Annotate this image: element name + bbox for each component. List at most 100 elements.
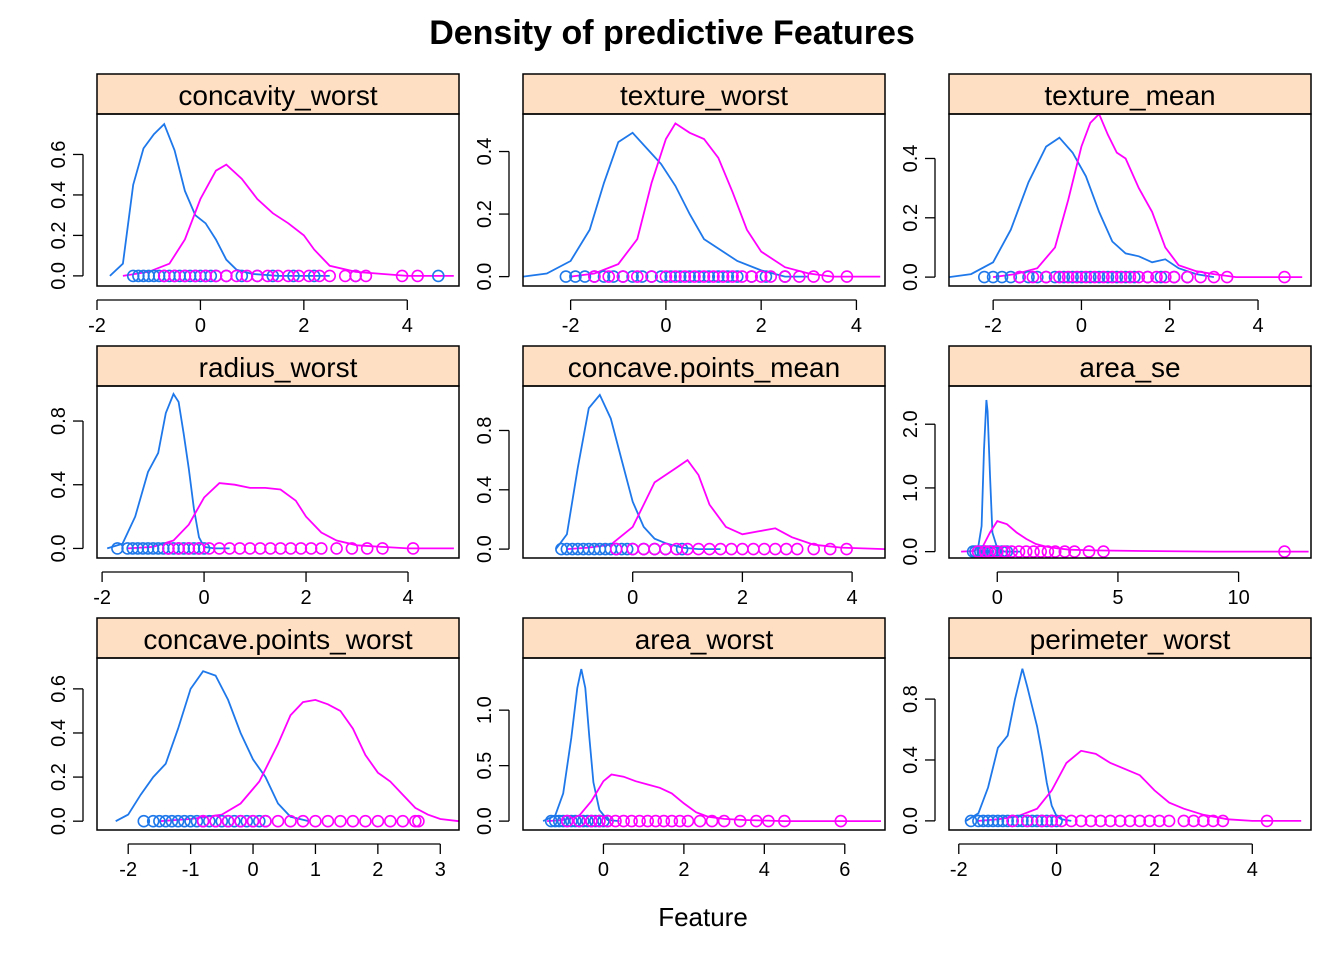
- panel-strip: [522, 345, 886, 387]
- rug-point-2: [376, 542, 389, 555]
- rug-point-2: [346, 814, 360, 828]
- rug-point-1: [190, 814, 204, 828]
- rug-point-2: [736, 542, 749, 556]
- rug-point-2: [560, 814, 574, 828]
- rug-point-2: [1167, 270, 1181, 284]
- panel-border: [948, 657, 1312, 831]
- rug-point-2: [1104, 814, 1117, 828]
- rug-point-2: [196, 814, 210, 828]
- rug-point-1: [654, 270, 668, 283]
- rug-point-1: [1040, 814, 1054, 828]
- rug-point-1: [431, 269, 445, 283]
- density-curve-1: [972, 399, 1022, 553]
- density-curve-2: [122, 163, 454, 277]
- rug-point-1: [1050, 814, 1063, 828]
- rug-point-1: [1004, 270, 1018, 284]
- rug-point-2: [645, 270, 658, 283]
- rug-point-1: [597, 270, 611, 283]
- rug-point-2: [284, 542, 298, 555]
- rug-point-2: [1082, 545, 1096, 558]
- rug-point-2: [360, 542, 374, 555]
- panel-concave-points-worst: concave.points_worst -2 -1 0 1 2 3 0.0 0.2 0.4 0.6: [48, 617, 460, 881]
- rug-point-2: [673, 814, 687, 828]
- rug-point-2: [202, 542, 216, 555]
- rug-point-1: [159, 814, 172, 828]
- density-curve-1: [106, 392, 230, 550]
- rug-point-2: [1260, 814, 1274, 828]
- panel-texture-mean: texture_mean -2 0 2 4 0.0 0.2 0.4: [900, 73, 1312, 337]
- x-tick-label: 0: [199, 587, 210, 609]
- rug-point-2: [411, 269, 424, 283]
- panel-concavity-worst: concavity_worst -2 0 2 4 0.0 0.2 0.4 0.6: [48, 73, 460, 337]
- rug-point-1: [165, 814, 179, 828]
- x-tick-label: 1: [310, 859, 321, 881]
- rug-point-2: [1048, 545, 1062, 558]
- rug-point-2: [1006, 814, 1019, 828]
- x-tick-label: 0: [992, 587, 1003, 609]
- rug-point-1: [235, 269, 249, 283]
- rug-point-2: [1123, 270, 1137, 284]
- density-curve-2: [127, 482, 454, 550]
- rug-point-1: [1101, 270, 1115, 284]
- rug-point-2: [678, 270, 692, 283]
- rug-point-2: [1187, 814, 1200, 828]
- rug-point-2: [209, 814, 222, 828]
- panel-title: texture_mean: [1044, 80, 1215, 111]
- rug-point-1: [559, 270, 573, 283]
- density-curve-2: [547, 773, 881, 822]
- rug-point-2: [823, 542, 837, 556]
- rug-point-2: [609, 814, 622, 828]
- panel-radius-worst: radius_worst -2 0 2 4 0.0 0.4 0.8: [48, 345, 460, 609]
- rug-point-2: [253, 542, 267, 555]
- rug-point-2: [669, 270, 682, 283]
- panel-grid: concavity_worst -2 0 2 4 0.0 0.2 0.4 0.6 texture_…: [48, 73, 1312, 881]
- rug-point-1: [266, 269, 280, 283]
- rug-point-2: [834, 814, 848, 828]
- rug-point-1: [1022, 270, 1035, 284]
- rug-point-2: [649, 814, 663, 828]
- panel-data: [542, 668, 881, 828]
- rug-point-2: [625, 814, 638, 828]
- rug-point-1: [991, 814, 1005, 828]
- x-tick-label: 0: [247, 859, 258, 881]
- rug-point-1: [1092, 270, 1106, 284]
- panel-data: [555, 393, 885, 556]
- x-tick-label: 3: [435, 859, 446, 881]
- rug-point-2: [250, 269, 264, 283]
- density-curve-1: [555, 393, 721, 550]
- y-tick-label: 0.4: [900, 746, 922, 774]
- rug-point-2: [983, 545, 997, 558]
- x-tick-label: 4: [402, 315, 413, 337]
- y-tick-label: 2.0: [900, 410, 922, 438]
- rug-point-2: [1153, 814, 1166, 828]
- panel-border: [522, 657, 886, 831]
- rug-point-2: [338, 269, 352, 283]
- rug-point-2: [616, 270, 630, 283]
- rug-point-2: [617, 814, 630, 828]
- rug-point-2: [705, 814, 719, 828]
- panel-area-se: area_se 0 5 10 0.0 1.0 2.0: [900, 345, 1312, 609]
- x-tick-label: 2: [756, 315, 767, 337]
- rug-point-2: [681, 814, 695, 828]
- panel-border: [96, 657, 460, 831]
- rug-point-1: [977, 270, 991, 284]
- x-tick-label: -2: [562, 315, 580, 337]
- rug-point-2: [840, 270, 854, 283]
- rug-point-1: [996, 814, 1010, 828]
- rug-point-2: [246, 814, 260, 828]
- panel-border: [522, 113, 886, 287]
- rug-point-1: [1066, 270, 1079, 284]
- rug-point-2: [641, 814, 655, 828]
- rug-point-2: [757, 542, 771, 556]
- y-tick-label: 1.0: [900, 474, 922, 502]
- rug-point-2: [1097, 545, 1110, 558]
- y-tick-label: 0.0: [900, 538, 922, 566]
- rug-point-2: [762, 814, 775, 828]
- rug-point-2: [182, 542, 196, 555]
- rug-point-2: [1106, 270, 1119, 284]
- rug-point-1: [721, 270, 735, 283]
- y-tick-label: 0.6: [48, 141, 70, 169]
- rug-point-2: [648, 542, 661, 556]
- rug-point-1: [146, 814, 160, 828]
- rug-point-2: [1097, 270, 1110, 284]
